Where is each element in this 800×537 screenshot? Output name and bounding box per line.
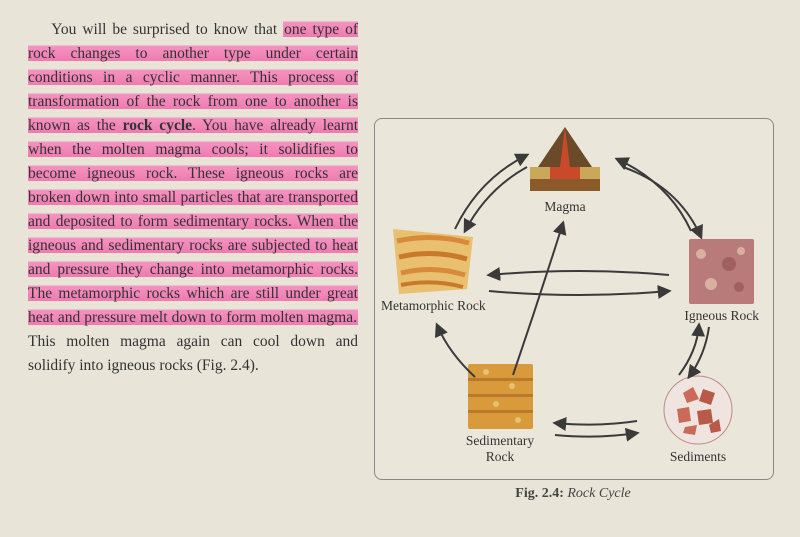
label-igneous: Igneous Rock (684, 308, 759, 324)
label-metamorphic: Metamorphic Rock (381, 298, 486, 314)
page-content: You will be surprised to know that one t… (28, 18, 772, 502)
node-sediments: Sediments (663, 375, 733, 465)
node-sedrock: Sedimentary Rock (455, 364, 545, 465)
node-igneous: Igneous Rock (684, 239, 759, 324)
igneous-icon (689, 239, 754, 304)
term-rock-cycle: rock cycle (123, 117, 192, 134)
sedrock-icon (468, 364, 533, 429)
figure-caption: Fig. 2.4: Rock Cycle (374, 486, 772, 502)
node-metamorphic: Metamorphic Rock (381, 229, 486, 314)
label-magma: Magma (520, 199, 610, 215)
label-sedrock: Sedimentary Rock (455, 433, 545, 465)
text-intro: You will be surprised to know that (51, 21, 283, 38)
figure-column: Magma Igneous Rock (374, 118, 772, 502)
metamorphic-icon (393, 229, 473, 294)
caption-text: Rock Cycle (564, 486, 631, 501)
caption-number: Fig. 2.4: (515, 486, 564, 501)
text-tail: This molten magma again can cool down an… (28, 333, 358, 374)
sediments-icon (663, 375, 733, 445)
rock-cycle-diagram: Magma Igneous Rock (374, 118, 774, 480)
label-sediments: Sediments (663, 449, 733, 465)
body-text: You will be surprised to know that one t… (28, 18, 358, 502)
node-magma: Magma (520, 125, 610, 215)
text-hl-rest: . You have already learnt when the molte… (28, 117, 358, 326)
paragraph: You will be surprised to know that one t… (28, 18, 358, 378)
magma-icon (520, 125, 610, 195)
